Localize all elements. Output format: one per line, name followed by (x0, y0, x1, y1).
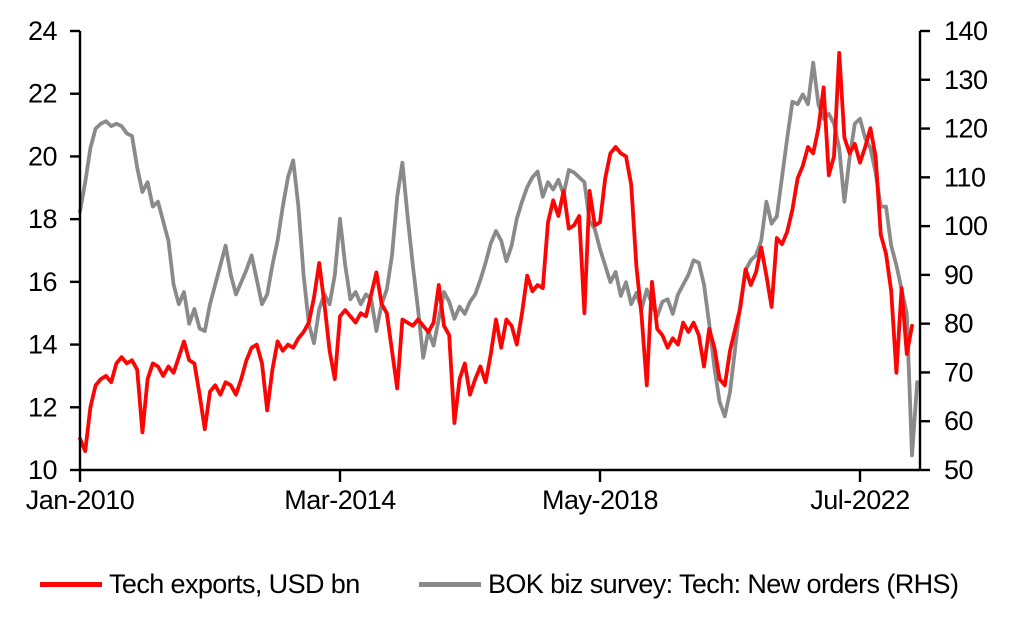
right-axis-tick-label: 80 (944, 309, 973, 339)
tech-exports-line (78, 51, 914, 454)
right-axis-tick-label: 130 (944, 65, 988, 95)
left-axis-tick-label: 20 (28, 141, 57, 171)
right-axis-tick-label: 60 (944, 406, 973, 436)
left-axis-tick-label: 12 (28, 392, 57, 422)
x-axis-tick-label: Mar-2014 (284, 485, 396, 515)
left-axis-tick-label: 14 (28, 330, 58, 360)
right-axis-tick-label: 110 (944, 162, 986, 192)
x-axis-tick-label: Jan-2010 (26, 485, 135, 515)
right-axis-tick-label: 90 (944, 260, 973, 290)
left-axis-tick-label: 22 (28, 79, 57, 109)
right-axis-tick-label: 70 (944, 357, 973, 387)
x-axis-tick-label: May-2018 (542, 485, 658, 515)
bok-survey-line (78, 60, 920, 458)
left-axis-tick-label: 16 (28, 267, 57, 297)
left-axis-tick-label: 18 (28, 204, 57, 234)
right-axis-tick-label: 120 (944, 114, 988, 144)
right-axis-tick-label: 140 (944, 16, 988, 46)
left-axis-tick-label: 24 (28, 16, 58, 46)
x-axis-tick-label: Jul-2022 (810, 485, 910, 515)
right-axis-tick-label: 100 (944, 211, 988, 241)
left-axis-tick-label: 10 (28, 455, 57, 485)
right-axis-tick-label: 50 (944, 455, 973, 485)
